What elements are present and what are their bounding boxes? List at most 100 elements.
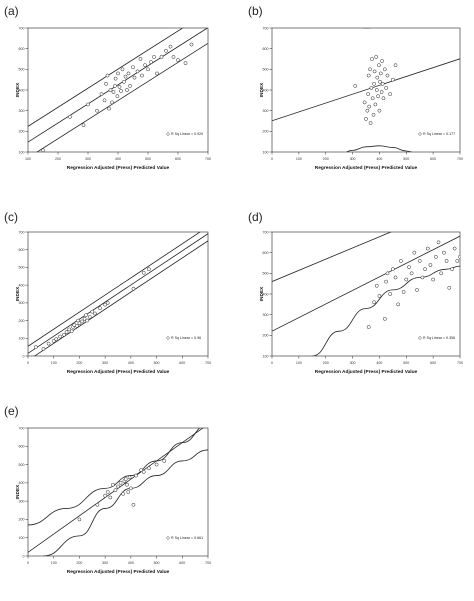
data-point	[135, 69, 140, 74]
data-point	[373, 102, 378, 107]
data-point	[87, 315, 92, 319]
data-point	[132, 75, 137, 80]
data-point	[409, 271, 414, 276]
data-point	[93, 311, 97, 316]
data-point	[120, 67, 125, 72]
fit-line	[272, 235, 460, 332]
data-point	[372, 69, 377, 74]
y-tick-label: 500	[19, 463, 25, 467]
data-point	[103, 302, 107, 307]
y-axis-label: INDEX	[15, 286, 21, 301]
data-point	[154, 462, 159, 467]
y-tick-label: 200	[263, 334, 269, 338]
x-tick-label: 300	[102, 361, 108, 365]
data-point	[104, 81, 108, 86]
data-point	[41, 148, 45, 152]
y-tick-label: 100	[19, 536, 25, 540]
data-point	[393, 63, 398, 68]
legend-entry: R Sq Linear = 0.920	[171, 132, 203, 136]
y-tick-label: 400	[19, 481, 25, 485]
x-tick-label: 0	[271, 361, 273, 365]
data-point	[412, 250, 417, 255]
data-point	[162, 459, 167, 463]
x-tick-label: 300	[102, 561, 108, 565]
data-point	[64, 330, 69, 334]
data-point	[58, 334, 62, 339]
data-point	[391, 267, 395, 272]
scatter-plot: 100 200 300 400 500 600 700 100 200 300 400 500 600 7…	[15, 26, 211, 171]
data-point	[69, 329, 74, 334]
y-tick-label: 700	[19, 426, 25, 430]
x-tick-label: 200	[323, 361, 329, 365]
data-point	[125, 482, 129, 487]
x-tick-label: 600	[179, 561, 185, 565]
x-tick-label: 100	[25, 157, 31, 161]
data-point	[90, 309, 95, 314]
data-point	[379, 90, 384, 94]
y-tick-label: 0	[23, 554, 25, 558]
x-tick-label: 400	[376, 361, 382, 365]
x-tick-label: 500	[154, 361, 160, 365]
data-point	[121, 491, 125, 496]
confidence-band-lower	[312, 265, 460, 356]
y-tick-label: 500	[19, 68, 25, 72]
data-point	[141, 470, 146, 474]
y-tick-label: 600	[19, 248, 25, 252]
data-point	[131, 286, 136, 291]
data-point	[381, 96, 386, 101]
x-axis-label: Regression Adjusted (Press) Predicted Va…	[315, 369, 418, 375]
x-axis-label: Regression Adjusted (Press) Predicted Va…	[315, 165, 418, 171]
plot-area	[272, 28, 460, 152]
y-tick-label: 100	[263, 150, 269, 154]
data-point	[376, 94, 380, 99]
data-point	[33, 345, 38, 349]
y-tick-label: 500	[263, 68, 269, 72]
y-tick-label: 700	[263, 26, 269, 30]
data-point	[393, 275, 398, 280]
x-tick-label: 500	[145, 157, 151, 161]
data-point	[417, 259, 422, 263]
data-point	[159, 55, 164, 59]
plot-area	[28, 28, 208, 152]
data-point	[380, 59, 384, 63]
legend-marker	[418, 132, 422, 136]
data-point	[113, 76, 118, 81]
legend-entry: R Sq Linear = 0.177	[423, 132, 455, 136]
data-point	[85, 318, 89, 323]
data-point	[105, 490, 110, 494]
data-point	[366, 73, 371, 78]
x-tick-label: 700	[457, 361, 463, 365]
data-point	[374, 283, 379, 288]
y-tick-label: 600	[19, 47, 25, 51]
y-tick-label: 600	[263, 47, 269, 51]
data-point	[68, 115, 72, 119]
data-point	[388, 92, 393, 96]
confidence-band-lower	[33, 240, 208, 356]
legend-entry: R Sq Linear = 0.96	[171, 336, 201, 340]
data-point	[122, 79, 126, 84]
data-point	[113, 84, 117, 88]
legend-marker	[166, 536, 170, 540]
data-point	[127, 475, 132, 480]
data-point	[442, 250, 446, 255]
data-point	[86, 102, 90, 107]
data-point	[62, 332, 66, 337]
data-point	[140, 73, 144, 78]
data-point	[116, 71, 120, 76]
data-point	[377, 108, 382, 113]
y-tick-label: 700	[263, 230, 269, 234]
scatter-plot: 0 100 200 300 400 500 600 700 0 100 200 300 400 500 60…	[15, 230, 211, 375]
panel-label: (e)	[4, 404, 19, 418]
data-point	[105, 73, 110, 78]
data-point	[176, 58, 180, 62]
data-point	[107, 106, 111, 111]
data-point	[125, 88, 129, 92]
data-point	[77, 321, 82, 326]
legend-marker	[166, 336, 170, 340]
y-tick-label: 500	[263, 272, 269, 276]
data-point	[126, 490, 131, 494]
data-point	[46, 341, 51, 346]
x-tick-label: 100	[51, 561, 57, 565]
data-point	[452, 246, 457, 251]
data-point	[396, 302, 401, 307]
